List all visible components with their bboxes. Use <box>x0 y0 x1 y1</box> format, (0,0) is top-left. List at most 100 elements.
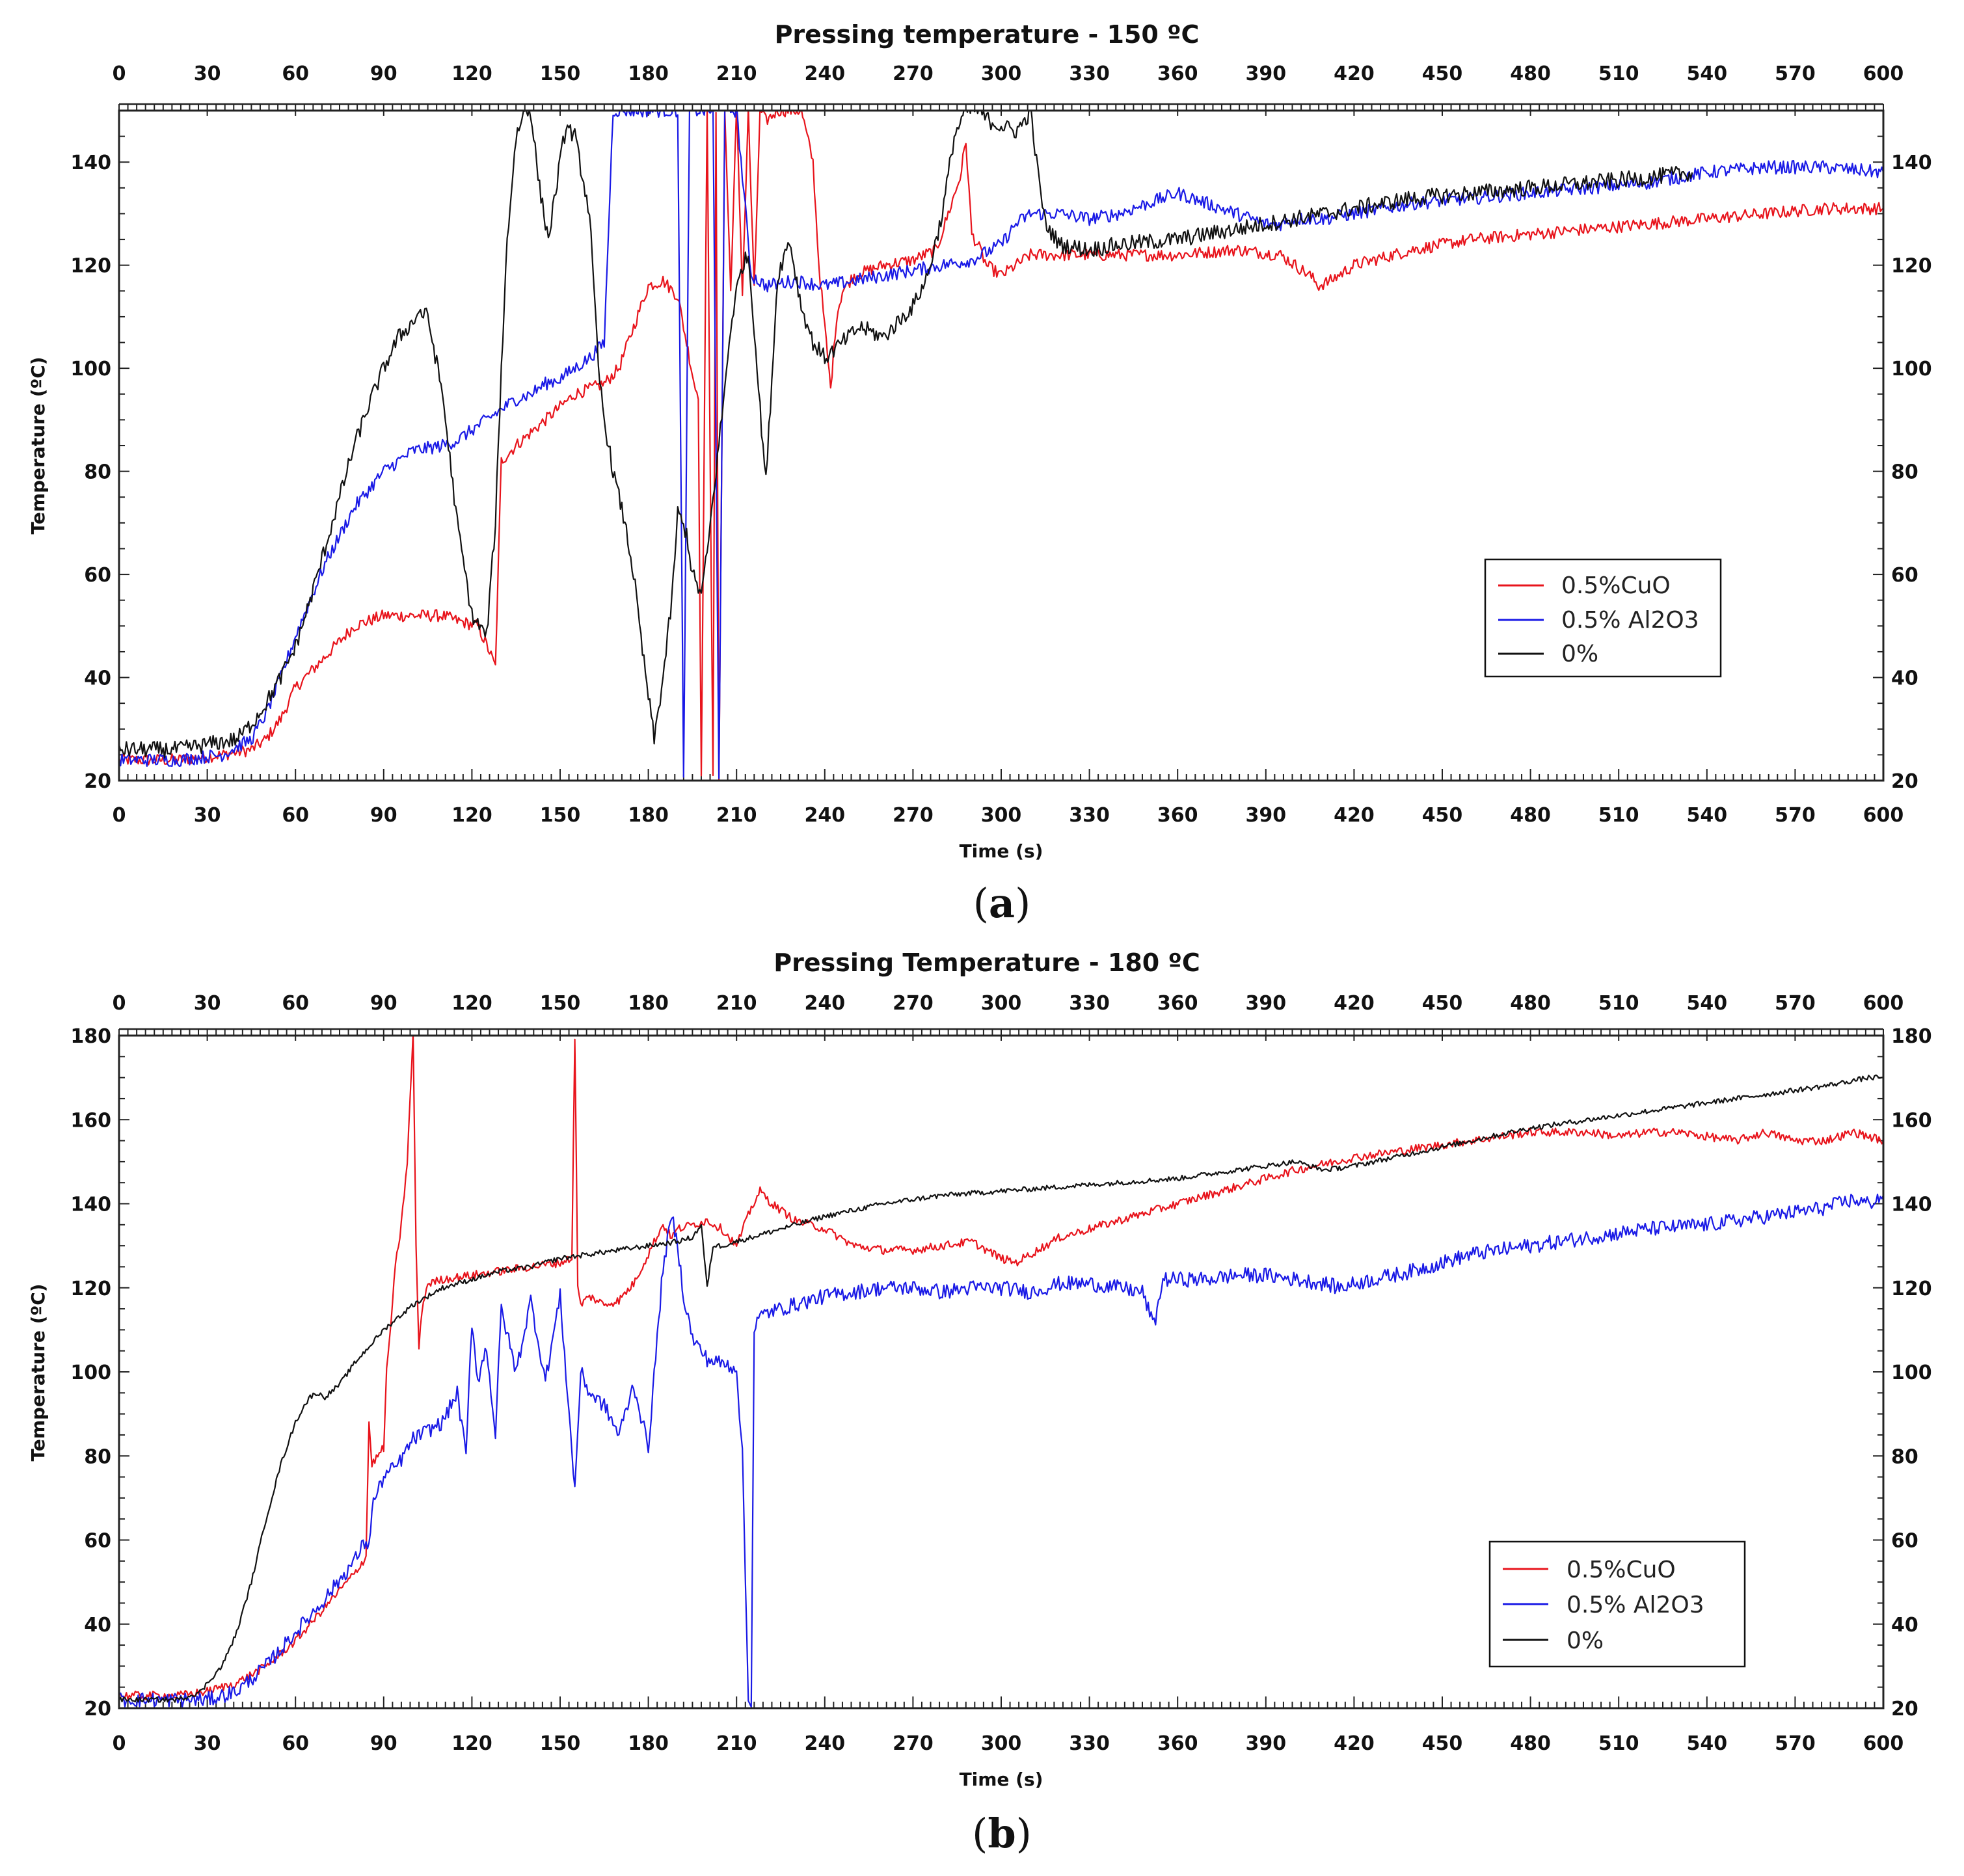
chart-a-series-line-al2o3 <box>119 111 1883 779</box>
chart-b-bottom-xtick-label: 570 <box>1775 1732 1816 1755</box>
chart-b-top-xtick-label: 180 <box>628 992 669 1015</box>
chart-a-bottom-xtick-label: 30 <box>194 804 221 827</box>
chart-a-top-xtick-label: 60 <box>282 62 309 85</box>
chart-a-top-xtick-label: 600 <box>1863 62 1904 85</box>
chart-b-top-xtick-label: 150 <box>540 992 581 1015</box>
chart-a-bottom-xtick-label: 570 <box>1775 804 1816 827</box>
chart-a-right-ytick-label: 60 <box>1891 564 1918 587</box>
chart-b-right-ytick-label: 100 <box>1891 1361 1932 1384</box>
chart-a-top-xtick-label: 240 <box>804 62 845 85</box>
chart-a-bottom-xtick-label: 120 <box>451 804 492 827</box>
chart-a-bottom-xtick-label: 420 <box>1334 804 1375 827</box>
chart-b-title: Pressing Temperature - 180 ºC <box>773 948 1200 977</box>
chart-a-top-xtick-label: 300 <box>981 62 1022 85</box>
chart-b-right-ytick-label: 20 <box>1891 1698 1918 1721</box>
chart-b-top-xtick-label: 480 <box>1510 992 1551 1015</box>
chart-a-legend-box <box>1484 558 1722 678</box>
chart-a-top-xtick-label: 570 <box>1775 62 1816 85</box>
chart-a-legend-label-control: 0% <box>1561 641 1598 667</box>
chart-b-top-xtick-label: 450 <box>1422 992 1463 1015</box>
chart-b-bottom-xtick-label: 600 <box>1863 1732 1904 1755</box>
chart-b-bottom-xtick-label: 360 <box>1157 1732 1198 1755</box>
chart-b-bottom-xtick-label: 480 <box>1510 1732 1551 1755</box>
chart-b-top-xtick-label: 0 <box>113 992 126 1015</box>
chart-b-xlabel: Time (s) <box>960 1769 1043 1790</box>
chart-b-left-ytick-label: 80 <box>84 1445 111 1468</box>
chart-a-left-ytick-label: 100 <box>70 358 111 381</box>
chart-b-left-ytick-label: 180 <box>70 1025 111 1048</box>
chart-b-bottom-xtick-label: 390 <box>1245 1732 1286 1755</box>
chart-b-top-xtick-label: 120 <box>451 992 492 1015</box>
chart-a-bottom-xtick-label: 360 <box>1157 804 1198 827</box>
chart-b-bottom-xtick-label: 0 <box>113 1732 126 1755</box>
chart-a-top-xtick-label: 480 <box>1510 62 1551 85</box>
chart-a-legend-label-cuo: 0.5%CuO <box>1561 572 1671 599</box>
chart-b-left-ytick-label: 40 <box>84 1614 111 1637</box>
chart-b-right-ytick-label: 140 <box>1891 1194 1932 1216</box>
chart-b-bottom-xtick-label: 30 <box>194 1732 221 1755</box>
chart-b-left-ytick-label: 20 <box>84 1698 111 1721</box>
chart-a-bottom-xtick-label: 510 <box>1598 804 1639 827</box>
chart-a-bottom-xtick-label: 330 <box>1069 804 1110 827</box>
chart-a-bottom-xtick-label: 150 <box>540 804 581 827</box>
chart-a-series-group <box>119 111 1883 781</box>
chart-b-top-xtick-label: 270 <box>893 992 934 1015</box>
chart-a-bottom-xtick-label: 210 <box>716 804 757 827</box>
chart-b-180c: Pressing Temperature - 180 ºC 0 0 30 30 60 60… <box>27 948 1932 1857</box>
chart-b-bottom-xtick-label: 90 <box>370 1732 397 1755</box>
chart-b-left-ytick-label: 140 <box>70 1194 111 1216</box>
chart-a-top-xtick-label: 540 <box>1686 62 1727 85</box>
chart-b-legend-label-cuo: 0.5%CuO <box>1567 1557 1676 1583</box>
chart-a-right-ytick-label: 100 <box>1891 358 1932 381</box>
chart-a-right-ytick-label: 140 <box>1891 152 1932 174</box>
chart-b-bottom-xtick-label: 330 <box>1069 1732 1110 1755</box>
chart-b-bottom-xtick-label: 420 <box>1334 1732 1375 1755</box>
chart-b-top-xtick-label: 510 <box>1598 992 1639 1015</box>
chart-b-series-group <box>119 1036 1883 1708</box>
chart-a-top-xtick-label: 330 <box>1069 62 1110 85</box>
chart-b-series-line-cuo <box>119 1036 1883 1700</box>
chart-b-left-ytick-label: 100 <box>70 1361 111 1384</box>
chart-a-bottom-xtick-label: 270 <box>893 804 934 827</box>
chart-a-series-line-control <box>119 111 1693 759</box>
chart-b-right-ytick-label: 120 <box>1891 1278 1932 1300</box>
chart-a-top-xtick-label: 30 <box>194 62 221 85</box>
chart-a-right-ytick-label: 120 <box>1891 255 1932 278</box>
chart-a-bottom-xtick-label: 600 <box>1863 804 1904 827</box>
chart-a-top-xtick-label: 120 <box>451 62 492 85</box>
chart-a-bottom-xtick-label: 180 <box>628 804 669 827</box>
chart-b-legend: 0.5%CuO 0.5% Al2O3 0% <box>1488 1540 1746 1668</box>
chart-a-top-xtick-label: 360 <box>1157 62 1198 85</box>
chart-a-bottom-xtick-label: 540 <box>1686 804 1727 827</box>
chart-b-legend-label-control: 0% <box>1567 1628 1604 1654</box>
chart-a-top-xtick-label: 180 <box>628 62 669 85</box>
chart-b-bottom-xtick-label: 510 <box>1598 1732 1639 1755</box>
chart-a-left-ytick-label: 60 <box>84 564 111 587</box>
chart-b-bottom-xtick-label: 120 <box>451 1732 492 1755</box>
chart-b-series-line-al2o3 <box>119 1194 1883 1708</box>
chart-a-top-xtick-label: 420 <box>1334 62 1375 85</box>
chart-a-top-xtick-label: 450 <box>1422 62 1463 85</box>
chart-a-tick-marks <box>118 103 1884 781</box>
chart-a-top-xtick-label: 0 <box>113 62 126 85</box>
chart-a-bottom-xtick-label: 390 <box>1245 804 1286 827</box>
chart-b-ylabel: Temperature (ºC) <box>27 1283 49 1461</box>
chart-b-bottom-xtick-label: 60 <box>282 1732 309 1755</box>
chart-b-top-xtick-label: 390 <box>1245 992 1286 1015</box>
chart-a-bottom-xtick-label: 450 <box>1422 804 1463 827</box>
chart-b-left-ytick-label: 60 <box>84 1530 111 1553</box>
chart-a-left-ytick-label: 140 <box>70 152 111 174</box>
chart-b-right-ytick-label: 160 <box>1891 1109 1932 1132</box>
chart-b-series-line-control <box>119 1074 1883 1703</box>
chart-b-top-xtick-label: 570 <box>1775 992 1816 1015</box>
chart-b-top-xtick-label: 90 <box>370 992 397 1015</box>
chart-b-bottom-xtick-label: 540 <box>1686 1732 1727 1755</box>
chart-a-bottom-xtick-label: 60 <box>282 804 309 827</box>
chart-b-right-ytick-label: 60 <box>1891 1530 1918 1553</box>
chart-b-tick-labels: 0 0 30 30 60 60 90 90 120 120 150 150 180 180 210 210 24… <box>70 992 1931 1755</box>
chart-a-top-xtick-label: 390 <box>1245 62 1286 85</box>
chart-a-caption: (a) <box>973 879 1031 927</box>
chart-a-right-ytick-label: 40 <box>1891 667 1918 690</box>
chart-a-bottom-xtick-label: 240 <box>804 804 845 827</box>
